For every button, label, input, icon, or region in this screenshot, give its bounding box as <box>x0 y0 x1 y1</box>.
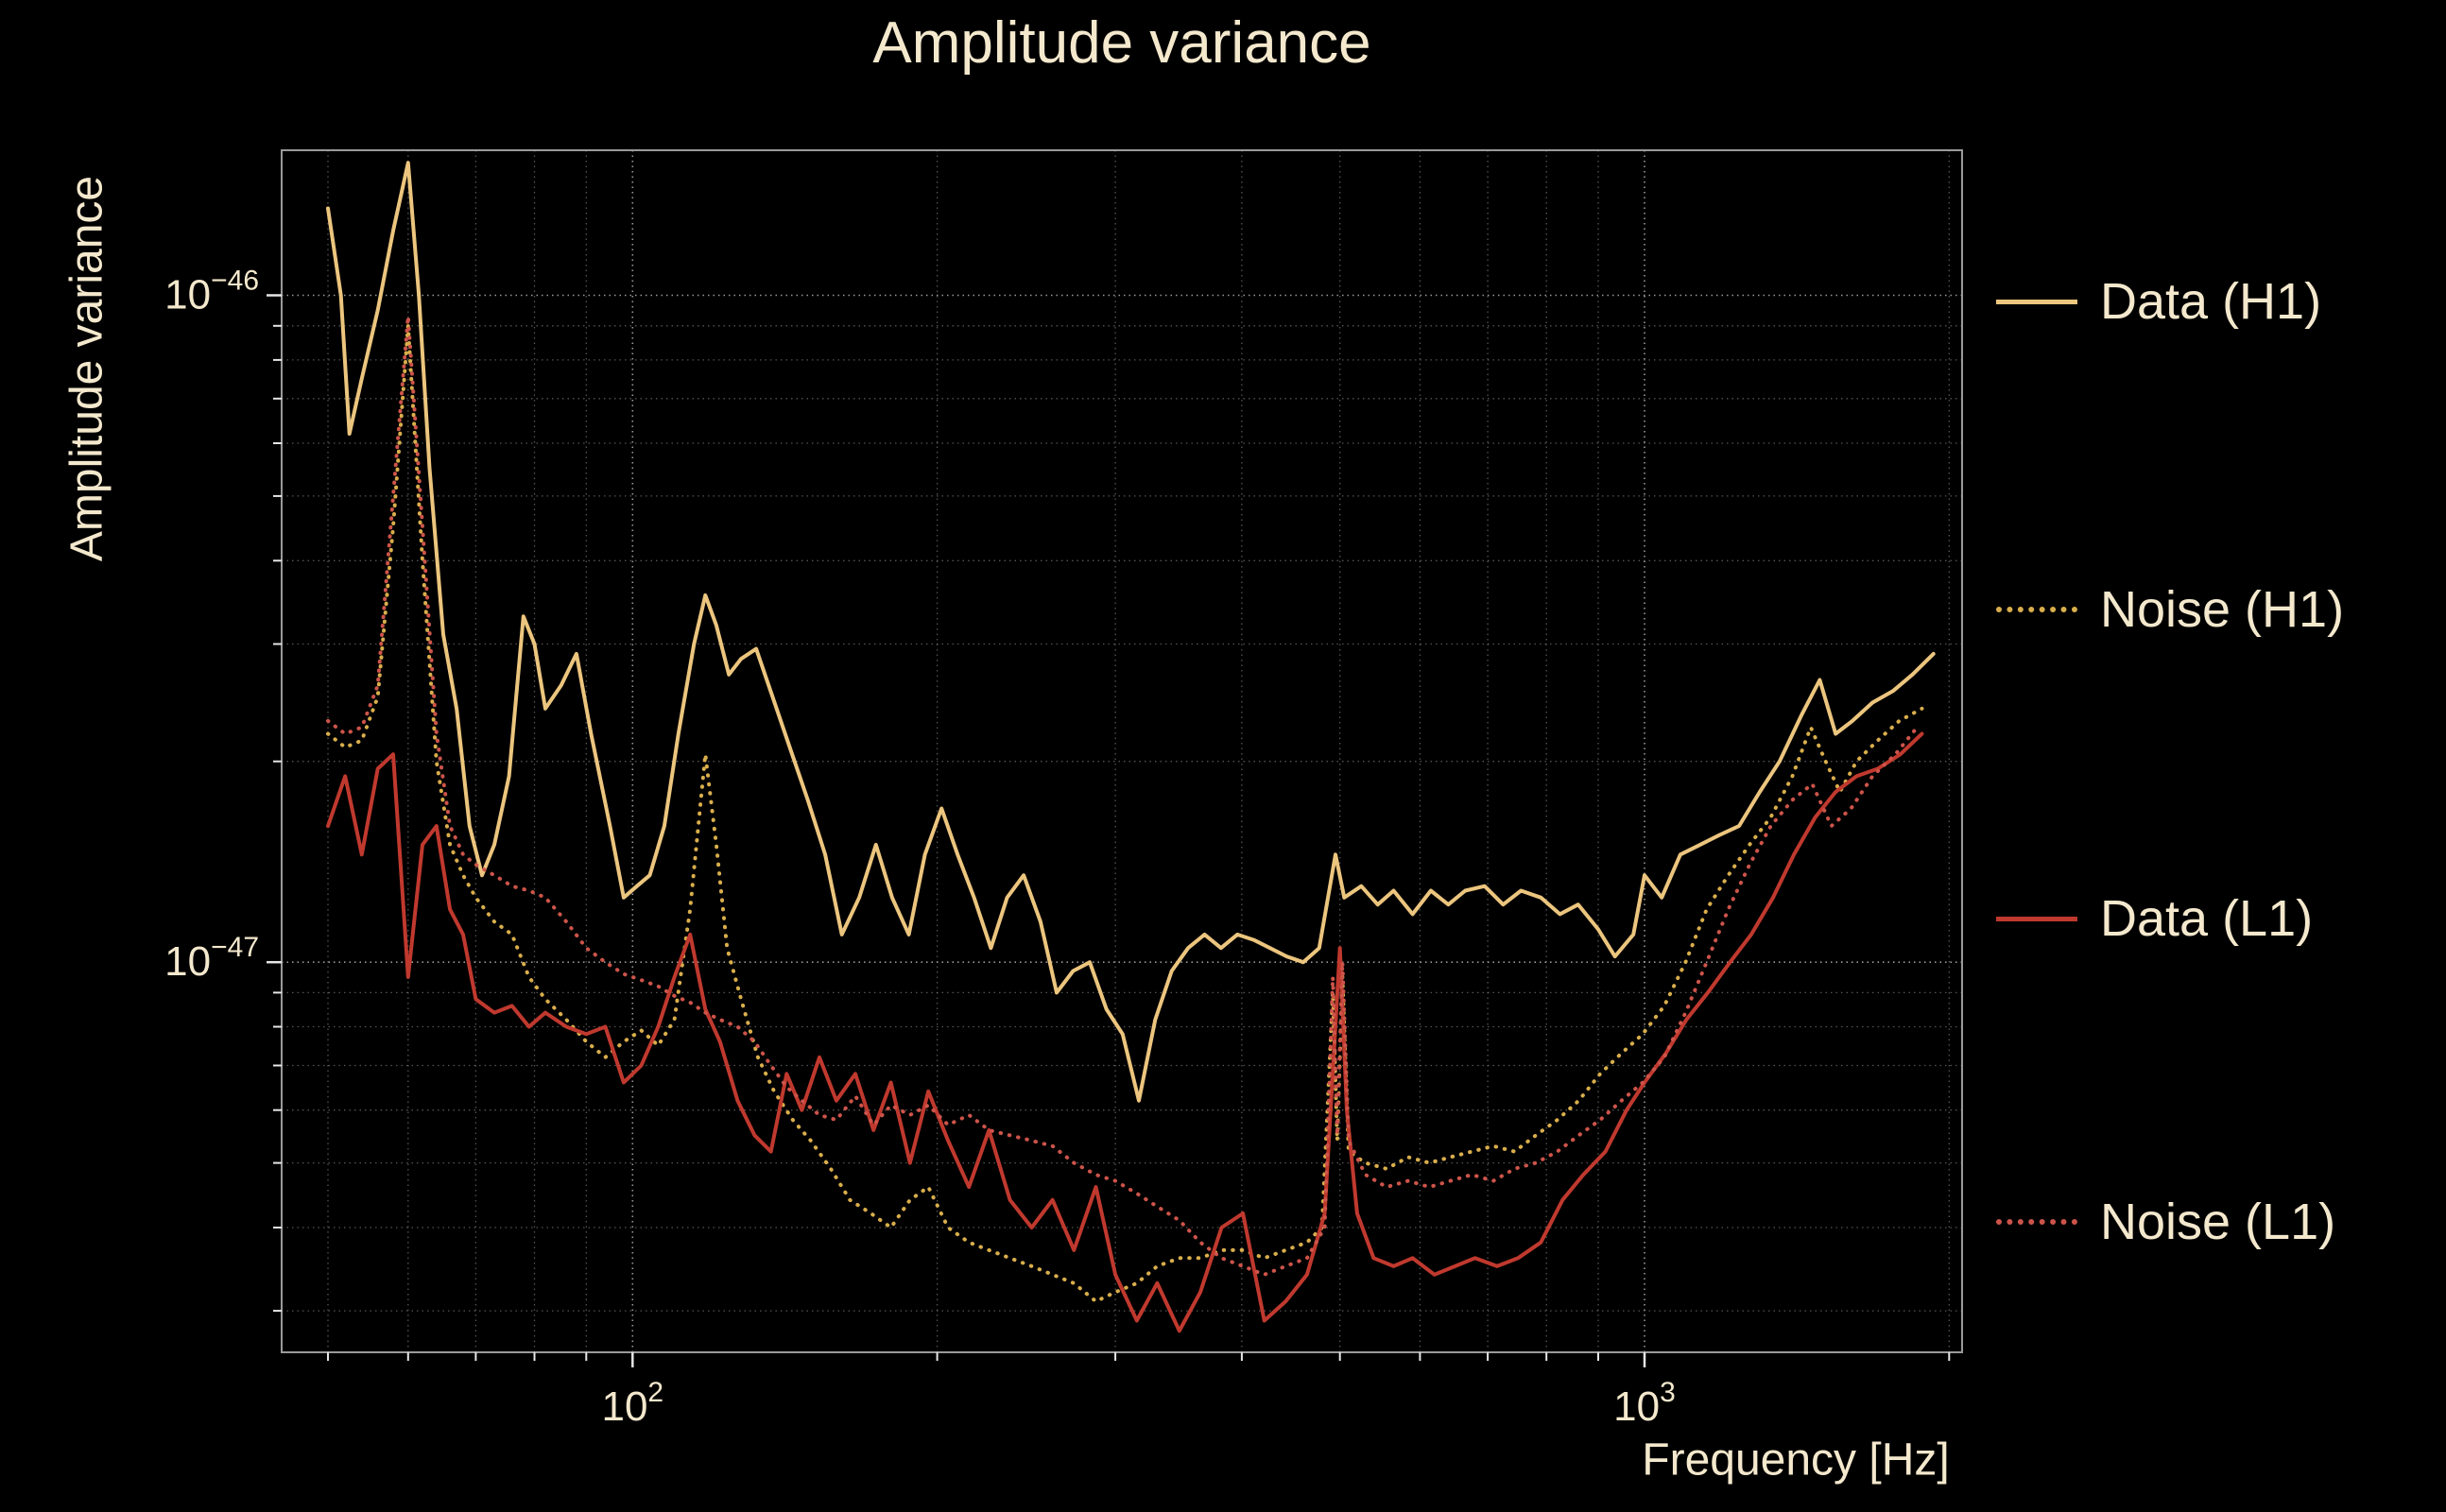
legend-line-sample-solid <box>1996 299 2077 304</box>
legend-item-data-h1: Data (H1) <box>1996 273 2322 330</box>
legend-line-sample-solid <box>1996 916 2077 921</box>
series-line-data-l1 <box>326 731 1924 1333</box>
legend-label: Data (H1) <box>2100 273 2322 330</box>
legend-label: Noise (H1) <box>2100 581 2345 638</box>
series-line-noise-h1 <box>326 323 1924 1304</box>
x-tick-label: 103 <box>1613 1377 1676 1430</box>
y-tick-label: 10−47 <box>164 932 259 985</box>
legend-label: Data (L1) <box>2100 890 2314 947</box>
x-axis-label: Frequency [Hz] <box>1642 1435 1950 1486</box>
x-tick-label: 102 <box>601 1377 663 1430</box>
y-tick-label: 10−46 <box>164 266 259 318</box>
legend-item-noise-h1: Noise (H1) <box>1996 581 2345 638</box>
legend-item-noise-l1: Noise (L1) <box>1996 1194 2336 1250</box>
axes-spines <box>281 149 1963 1353</box>
legend-label: Noise (L1) <box>2100 1194 2336 1250</box>
legend-line-sample-dotted <box>1996 607 2077 612</box>
y-axis-label: Amplitude variance <box>61 175 112 562</box>
chart-title: Amplitude variance <box>872 10 1371 76</box>
series-line-noise-l1 <box>326 314 1920 1277</box>
legend-line-sample-dotted <box>1996 1219 2077 1225</box>
series-line-data-h1 <box>326 161 1936 1103</box>
legend-item-data-l1: Data (L1) <box>1996 890 2314 947</box>
